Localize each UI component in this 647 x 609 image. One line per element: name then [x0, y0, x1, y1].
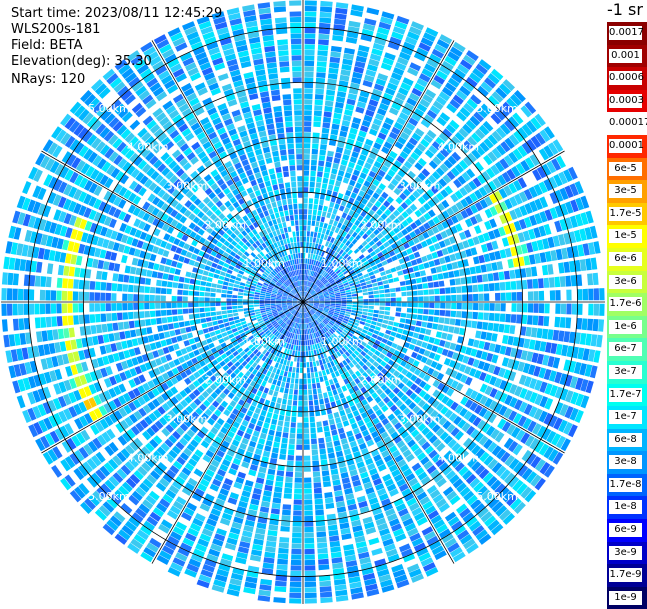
range-ring-label: 5.00km [88, 102, 130, 115]
colorbar-swatch: 1.7e-6 [607, 293, 647, 316]
range-ring-label: 5.00km [476, 490, 518, 503]
colorbar-swatch: 1.7e-7 [607, 384, 647, 407]
colorbar-tick-label: 3e-9 [609, 546, 642, 560]
colorbar-tick-label: 0.00017 [609, 116, 642, 130]
colorbar-swatch: 6e-9 [607, 519, 647, 542]
colorbar-tick-label: 3e-5 [609, 184, 642, 198]
range-ring-label: 1.00km [243, 257, 285, 270]
colorbar-tick-label: 1e-9 [609, 591, 642, 605]
colorbar-tick-label: 6e-8 [609, 433, 642, 447]
colorbar-tick-label: 0.0006 [609, 71, 642, 85]
colorbar: 0.0017 0.001 0.0006 0.0003 0.00017 0.0001 6e-5… [607, 22, 647, 609]
colorbar-swatch: 0.0003 [607, 90, 647, 113]
colorbar-swatch: 1e-5 [607, 225, 647, 248]
colorbar-tick-label: 1.7e-8 [609, 478, 642, 492]
range-ring-label: 3.00km [166, 413, 208, 426]
range-ring-label: 5.00km [88, 490, 130, 503]
range-ring-label: 4.00km [127, 451, 169, 464]
colorbar-tick-label: 1e-7 [609, 410, 642, 424]
colorbar-swatch: 6e-5 [607, 158, 647, 181]
range-ring-label: 4.00km [127, 141, 169, 154]
colorbar-tick-label: 1e-6 [609, 320, 642, 334]
colorbar-swatch: 6e-7 [607, 338, 647, 361]
colorbar-swatch: 3e-7 [607, 361, 647, 384]
colorbar-swatch: 3e-8 [607, 451, 647, 474]
colorbar-tick-label: 6e-6 [609, 252, 642, 266]
colorbar-tick-label: 3e-6 [609, 275, 642, 289]
colorbar-tick-label: 1.7e-9 [609, 568, 642, 582]
range-ring-label: 3.00km [166, 180, 208, 193]
colorbar-tick-label: 1.7e-7 [609, 388, 642, 402]
colorbar-swatch: 0.00017 [607, 112, 647, 135]
colorbar-swatch: 3e-9 [607, 542, 647, 565]
colorbar-swatch: 1e-6 [607, 316, 647, 339]
colorbar-swatch: 0.001 [607, 45, 647, 68]
colorbar-swatch: 1e-8 [607, 496, 647, 519]
range-ring-label: 2.00km [360, 374, 402, 387]
instrument-label: WLS200s-181 [11, 22, 100, 38]
colorbar-swatch: 1e-7 [607, 406, 647, 429]
colorbar-tick-label: 3e-8 [609, 455, 642, 469]
colorbar-tick-label: 1.7e-6 [609, 297, 642, 311]
ppi-plot: 1.00km 1.00km 1.00km 1.00km 2.00km 2.00km 2.00… [0, 0, 607, 607]
nrays-label: NRays: 120 [11, 72, 85, 88]
colorbar-swatch: 6e-8 [607, 429, 647, 452]
colorbar-swatch: 0.0006 [607, 67, 647, 90]
range-ring-label: 2.00km [205, 374, 247, 387]
colorbar-unit-label: -1 sr [607, 0, 643, 19]
range-ring-label: 3.00km [399, 413, 441, 426]
colorbar-swatch: 6e-6 [607, 248, 647, 271]
colorbar-tick-label: 0.001 [609, 49, 642, 63]
range-ring-label: 3.00km [399, 180, 441, 193]
range-ring-label: 4.00km [438, 141, 480, 154]
colorbar-swatch: 1.7e-5 [607, 203, 647, 226]
colorbar-swatch: 3e-6 [607, 271, 647, 294]
start-time-label: Start time: 2023/08/11 12:45:29 [11, 6, 222, 22]
colorbar-tick-label: 1.7e-5 [609, 207, 642, 221]
colorbar-tick-label: 6e-7 [609, 342, 642, 356]
colorbar-swatch: 0.0001 [607, 135, 647, 158]
colorbar-tick-label: 1e-5 [609, 229, 642, 243]
range-ring-label: 1.00km [321, 257, 363, 270]
colorbar-tick-label: 1e-8 [609, 500, 642, 514]
range-ring-label: 5.00km [476, 102, 518, 115]
colorbar-swatch: 1e-9 [607, 587, 647, 609]
colorbar-tick-label: 6e-9 [609, 523, 642, 537]
range-ring-label: 1.00km [321, 335, 363, 348]
range-ring-label: 4.00km [438, 451, 480, 464]
colorbar-swatch: 1.7e-9 [607, 564, 647, 587]
range-ring-label: 2.00km [205, 218, 247, 231]
range-ring-label: 1.00km [243, 335, 285, 348]
field-label: Field: BETA [11, 38, 82, 54]
colorbar-tick-label: 6e-5 [609, 162, 642, 176]
range-ring-label: 2.00km [360, 218, 402, 231]
elevation-label: Elevation(deg): 35.30 [11, 54, 152, 70]
colorbar-swatch: 3e-5 [607, 180, 647, 203]
colorbar-swatch: 0.0017 [607, 22, 647, 45]
colorbar-tick-label: 3e-7 [609, 365, 642, 379]
colorbar-swatch: 1.7e-8 [607, 474, 647, 497]
colorbar-tick-label: 0.0003 [609, 94, 642, 108]
colorbar-tick-label: 0.0017 [609, 26, 642, 40]
ppi-grid: 1.00km 1.00km 1.00km 1.00km 2.00km 2.00km 2.00… [1, 0, 605, 604]
colorbar-tick-label: 0.0001 [609, 139, 642, 153]
